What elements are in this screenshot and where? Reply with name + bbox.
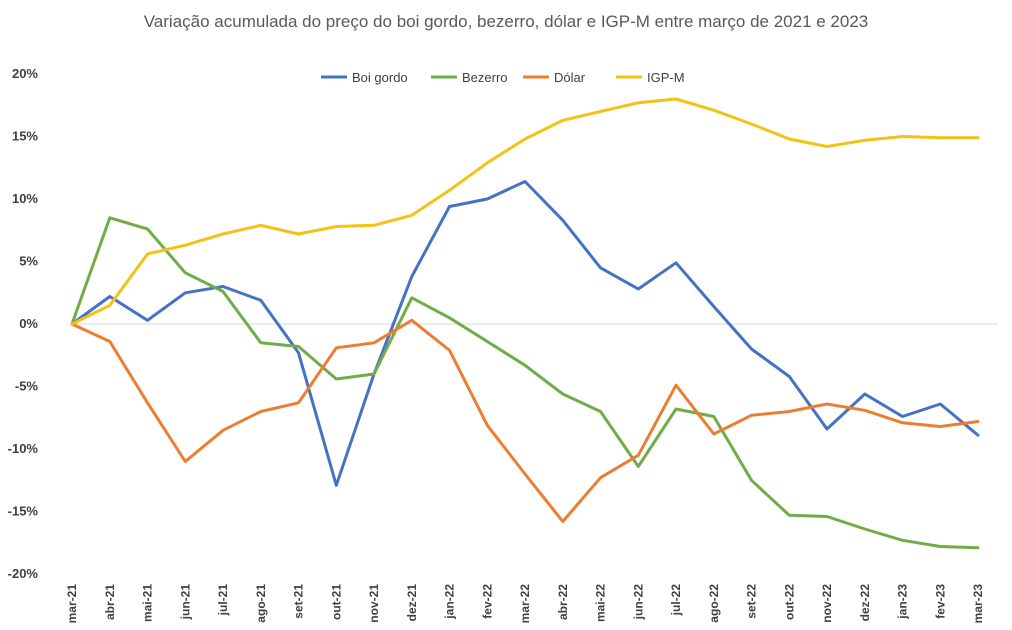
legend-label: Dólar [554, 70, 586, 85]
x-tick-label: fev-22 [480, 584, 494, 619]
chart-title: Variação acumulada do preço do boi gordo… [144, 12, 869, 31]
y-tick-label: -15% [8, 504, 39, 519]
x-tick-label: nov-22 [820, 584, 834, 623]
x-tick-label: jun-21 [178, 584, 192, 621]
y-tick-label: 15% [12, 129, 38, 144]
legend: Boi gordo Bezerro Dólar IGP-M [321, 70, 685, 85]
x-tick-label: fev-23 [933, 584, 947, 619]
x-tick-label: set-21 [292, 584, 306, 619]
x-tick-label: out-21 [329, 584, 343, 620]
series-line-d-lar [70, 318, 980, 523]
y-axis: 20% 15% 10% 5% 0% -5% -10% -15% -20% [8, 66, 998, 581]
x-tick-label: mai-22 [594, 584, 608, 622]
y-tick-label: 20% [12, 66, 38, 81]
y-tick-label: 10% [12, 191, 38, 206]
x-tick-label: abr-21 [103, 584, 117, 620]
legend-label: Boi gordo [352, 70, 408, 85]
x-tick-label: set-22 [745, 584, 759, 619]
x-tick-label: ago-22 [707, 584, 721, 623]
x-axis: mar-21 abr-21 mai-21 jun-21 jul-21 ago-21 set-… [65, 584, 985, 624]
y-tick-label: -20% [8, 566, 39, 581]
legend-label: IGP-M [647, 70, 685, 85]
x-tick-label: jul-21 [216, 584, 230, 617]
x-tick-label: ago-21 [254, 584, 268, 623]
legend-label: Bezerro [462, 70, 508, 85]
series-line-bezerro [70, 216, 980, 550]
y-tick-label: 0% [19, 316, 38, 331]
x-tick-label: jul-22 [669, 584, 683, 617]
series-line-boi-gordo [70, 180, 980, 487]
y-tick-label: 5% [19, 254, 38, 269]
x-tick-label: mar-21 [65, 584, 79, 624]
x-tick-label: jan-23 [896, 584, 910, 620]
x-tick-label: abr-22 [556, 584, 570, 620]
x-tick-label: jun-22 [631, 584, 645, 621]
y-tick-label: -5% [15, 379, 39, 394]
y-tick-label: -10% [8, 441, 39, 456]
x-tick-label: mai-21 [141, 584, 155, 622]
x-tick-label: dez-21 [405, 584, 419, 622]
x-tick-label: mar-22 [518, 584, 532, 624]
x-tick-label: dez-22 [858, 584, 872, 622]
plot-area [70, 97, 980, 550]
x-tick-label: mar-23 [971, 584, 985, 624]
series-line-igp-m [70, 97, 980, 326]
x-tick-label: nov-21 [367, 584, 381, 623]
x-tick-label: out-22 [782, 584, 796, 620]
x-tick-label: jan-22 [443, 584, 457, 620]
